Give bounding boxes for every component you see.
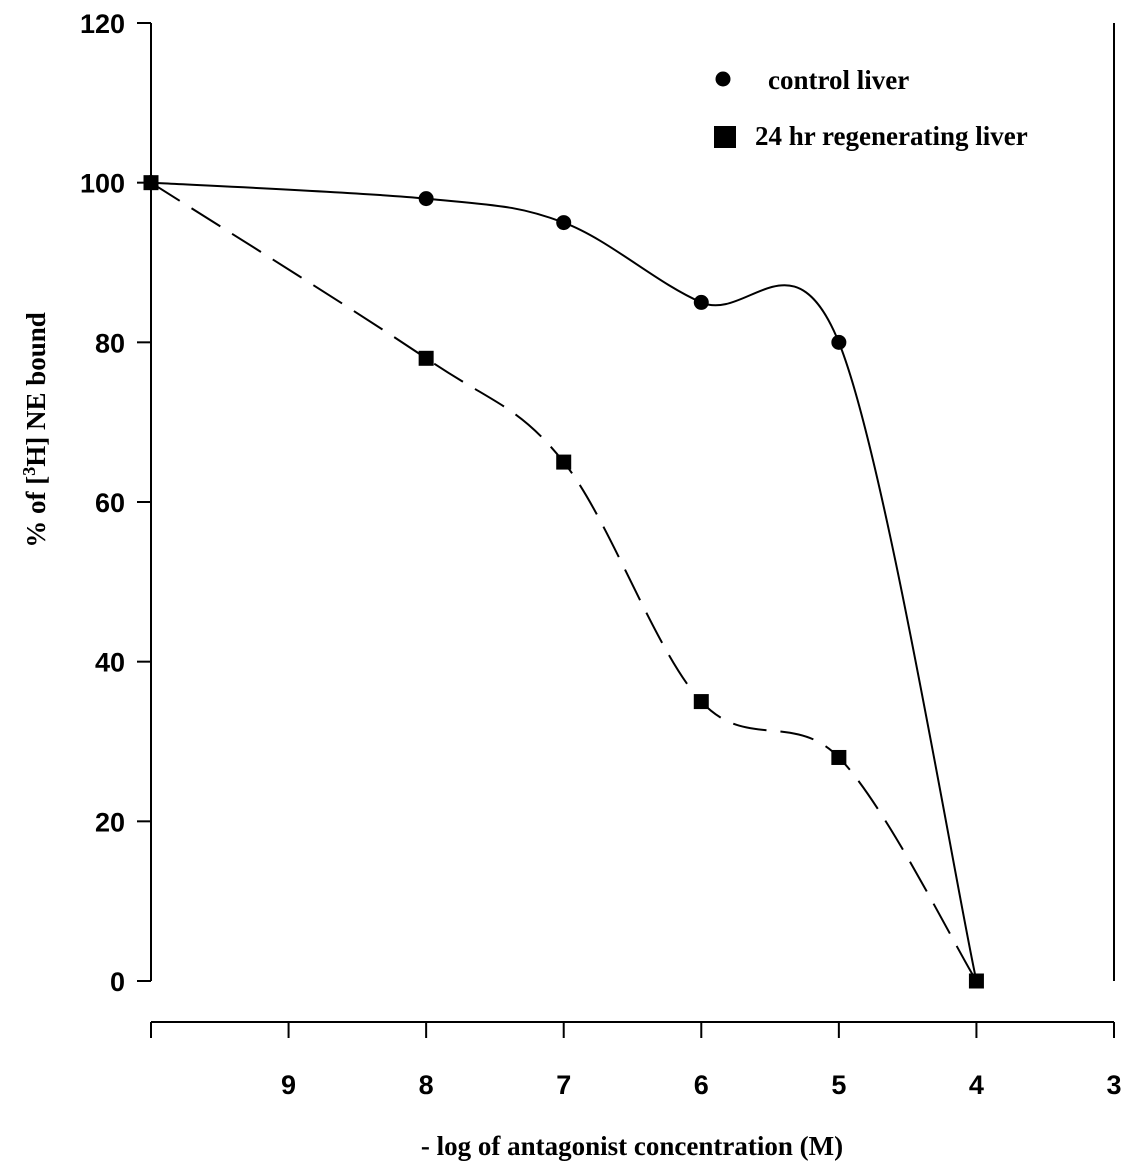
- series-line: [150, 181, 978, 982]
- y-axis: 0 20 40 60 80 100 120: [80, 9, 151, 997]
- x-tick-label-6: 6: [694, 1070, 709, 1100]
- series-regenerating-liver: [143, 175, 984, 989]
- x-tick-label-4: 4: [969, 1070, 984, 1100]
- series-layer: [143, 175, 984, 989]
- y-tick-label-0: 0: [110, 967, 125, 997]
- data-point: [693, 694, 709, 710]
- x-tick-label-5: 5: [831, 1070, 846, 1100]
- x-tick-label-8: 8: [419, 1070, 434, 1100]
- data-point: [831, 334, 847, 350]
- data-point: [693, 294, 709, 310]
- legend-marker-regenerating-liver: [714, 126, 736, 148]
- x-tick-label-3: 3: [1106, 1070, 1121, 1100]
- plot-frame: [150, 23, 1115, 981]
- data-point: [143, 175, 159, 191]
- x-tick-label-7: 7: [556, 1070, 571, 1100]
- x-axis-title: - log of antagonist concentration (M): [421, 1131, 843, 1161]
- data-point: [418, 191, 434, 207]
- y-tick-label-120: 120: [80, 9, 125, 39]
- legend: control liver 24 hr regenerating liver: [714, 65, 1028, 151]
- y-tick-label-60: 60: [95, 488, 125, 518]
- y-axis-title-prefix: % of [: [21, 476, 51, 548]
- y-tick-label-80: 80: [95, 328, 125, 358]
- data-point: [968, 973, 984, 989]
- y-axis-title: % of [3H] NE bound: [19, 312, 51, 548]
- x-axis: 9 8 7 6 5 4 3: [150, 1021, 1122, 1100]
- legend-marker-control-liver: [715, 71, 731, 87]
- legend-label-regenerating-liver: 24 hr regenerating liver: [755, 121, 1028, 151]
- data-point: [831, 749, 847, 765]
- y-axis-title-superscript: 3: [19, 467, 39, 476]
- y-tick-label-40: 40: [95, 648, 125, 678]
- legend-label-control-liver: control liver: [768, 65, 909, 95]
- data-point: [556, 454, 572, 470]
- data-point: [418, 350, 434, 366]
- y-axis-title-suffix: H] NE bound: [21, 312, 51, 467]
- x-tick-label-9: 9: [281, 1070, 296, 1100]
- y-tick-label-100: 100: [80, 169, 125, 199]
- series-line: [150, 181, 978, 982]
- y-tick-label-20: 20: [95, 807, 125, 837]
- data-point: [556, 215, 572, 231]
- series-control-liver: [143, 175, 978, 982]
